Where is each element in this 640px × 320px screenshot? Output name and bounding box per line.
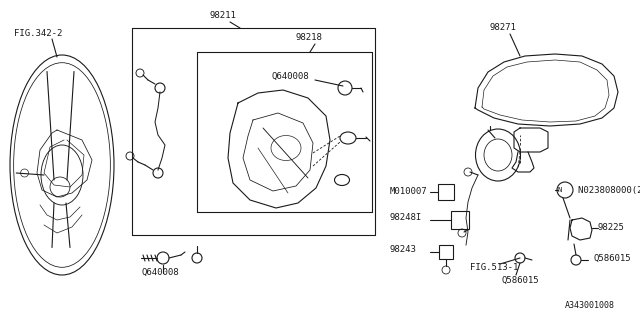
Text: 98271: 98271 [490,23,517,33]
Text: Q640008: Q640008 [142,268,180,276]
Text: A343001008: A343001008 [565,300,615,309]
Text: M010007: M010007 [390,188,428,196]
Text: FIG.513-1: FIG.513-1 [470,263,518,273]
Text: 98248I: 98248I [390,213,422,222]
Text: FIG.342-2: FIG.342-2 [14,28,62,37]
Text: 98211: 98211 [210,11,237,20]
Bar [438,184,454,200]
Text: Q586015: Q586015 [502,276,540,284]
Bar [439,245,453,259]
Text: 98243: 98243 [390,245,417,254]
Bar [451,211,469,229]
Text: N: N [558,187,562,193]
Text: N023808000(2 ): N023808000(2 ) [578,186,640,195]
Text: Q586015: Q586015 [594,253,632,262]
Text: Q640008: Q640008 [272,71,310,81]
Text: 98225: 98225 [598,223,625,233]
Text: 98218: 98218 [295,34,322,43]
